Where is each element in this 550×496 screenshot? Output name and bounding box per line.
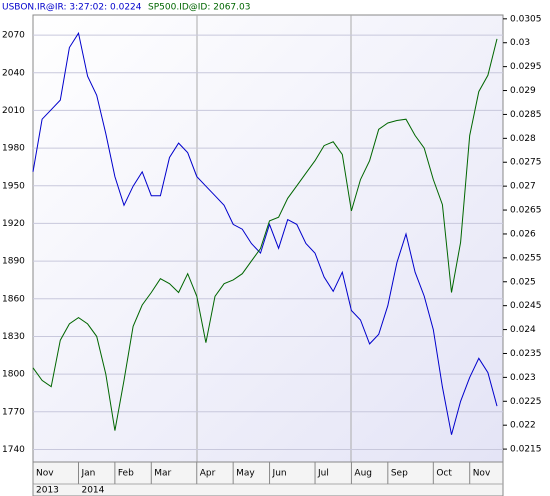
x-tick-label: Mar	[154, 469, 171, 479]
y2-tick-label: 0.0245	[510, 301, 542, 311]
y2-tick-label: 0.0255	[510, 253, 542, 263]
legend-entry: SP500.ID@ID: 2067.03	[148, 3, 250, 13]
y2-tick-label: 0.0305	[510, 14, 542, 24]
y2-tick-label: 0.029	[510, 86, 536, 96]
x-tick-label: May	[236, 469, 255, 479]
y2-tick-label: 0.0265	[510, 206, 542, 216]
y2-tick-label: 0.0235	[510, 349, 542, 359]
x-year-label: 2014	[81, 486, 104, 496]
x-year-label: 2013	[36, 486, 59, 496]
y2-tick-label: 0.03	[510, 38, 530, 48]
y-tick-label: 1980	[2, 144, 25, 154]
y2-tick-label: 0.026	[510, 229, 536, 239]
y-tick-label: 1920	[2, 219, 25, 229]
y2-tick-label: 0.0285	[510, 110, 542, 120]
y2-tick-label: 0.0225	[510, 397, 542, 407]
y2-tick-label: 0.022	[510, 421, 536, 431]
x-tick-label: Jun	[272, 469, 287, 479]
y2-tick-label: 0.0295	[510, 62, 542, 72]
y2-tick-label: 0.023	[510, 373, 536, 383]
x-tick-label: Apr	[200, 469, 216, 479]
x-tick-label: Oct	[436, 469, 452, 479]
x-tick-label: Nov	[473, 469, 491, 479]
plot-area	[32, 14, 504, 463]
y2-tick-label: 0.024	[510, 325, 536, 335]
y-tick-label: 1800	[2, 370, 25, 380]
y2-tick-label: 0.027	[510, 182, 536, 192]
x-tick-label: Feb	[118, 469, 134, 479]
y-tick-label: 1860	[2, 294, 25, 304]
y-tick-label: 2010	[2, 106, 25, 116]
y-tick-label: 1950	[2, 181, 25, 191]
x-tick-label: Aug	[354, 469, 372, 479]
x-tick-label: Jan	[80, 469, 95, 479]
y-tick-label: 1830	[2, 332, 25, 342]
y2-tick-label: 0.0215	[510, 445, 542, 455]
y-tick-label: 2070	[2, 31, 25, 41]
series-line	[32, 38, 498, 431]
x-tick-label: Jul	[317, 469, 329, 479]
y-tick-label: 1740	[2, 445, 25, 455]
series-line	[32, 31, 498, 435]
x-tick-label: Sep	[391, 469, 408, 479]
legend-entry: USBON.IR@IR: 3:27:02: 0.0224	[2, 3, 142, 13]
y-tick-label: 1770	[2, 407, 25, 417]
y2-tick-label: 0.028	[510, 134, 536, 144]
y2-tick-label: 0.0275	[510, 158, 542, 168]
x-tick-label: Nov	[36, 469, 54, 479]
y-tick-label: 1890	[2, 257, 25, 267]
y2-tick-label: 0.025	[510, 277, 536, 287]
y-tick-label: 2040	[2, 68, 25, 78]
